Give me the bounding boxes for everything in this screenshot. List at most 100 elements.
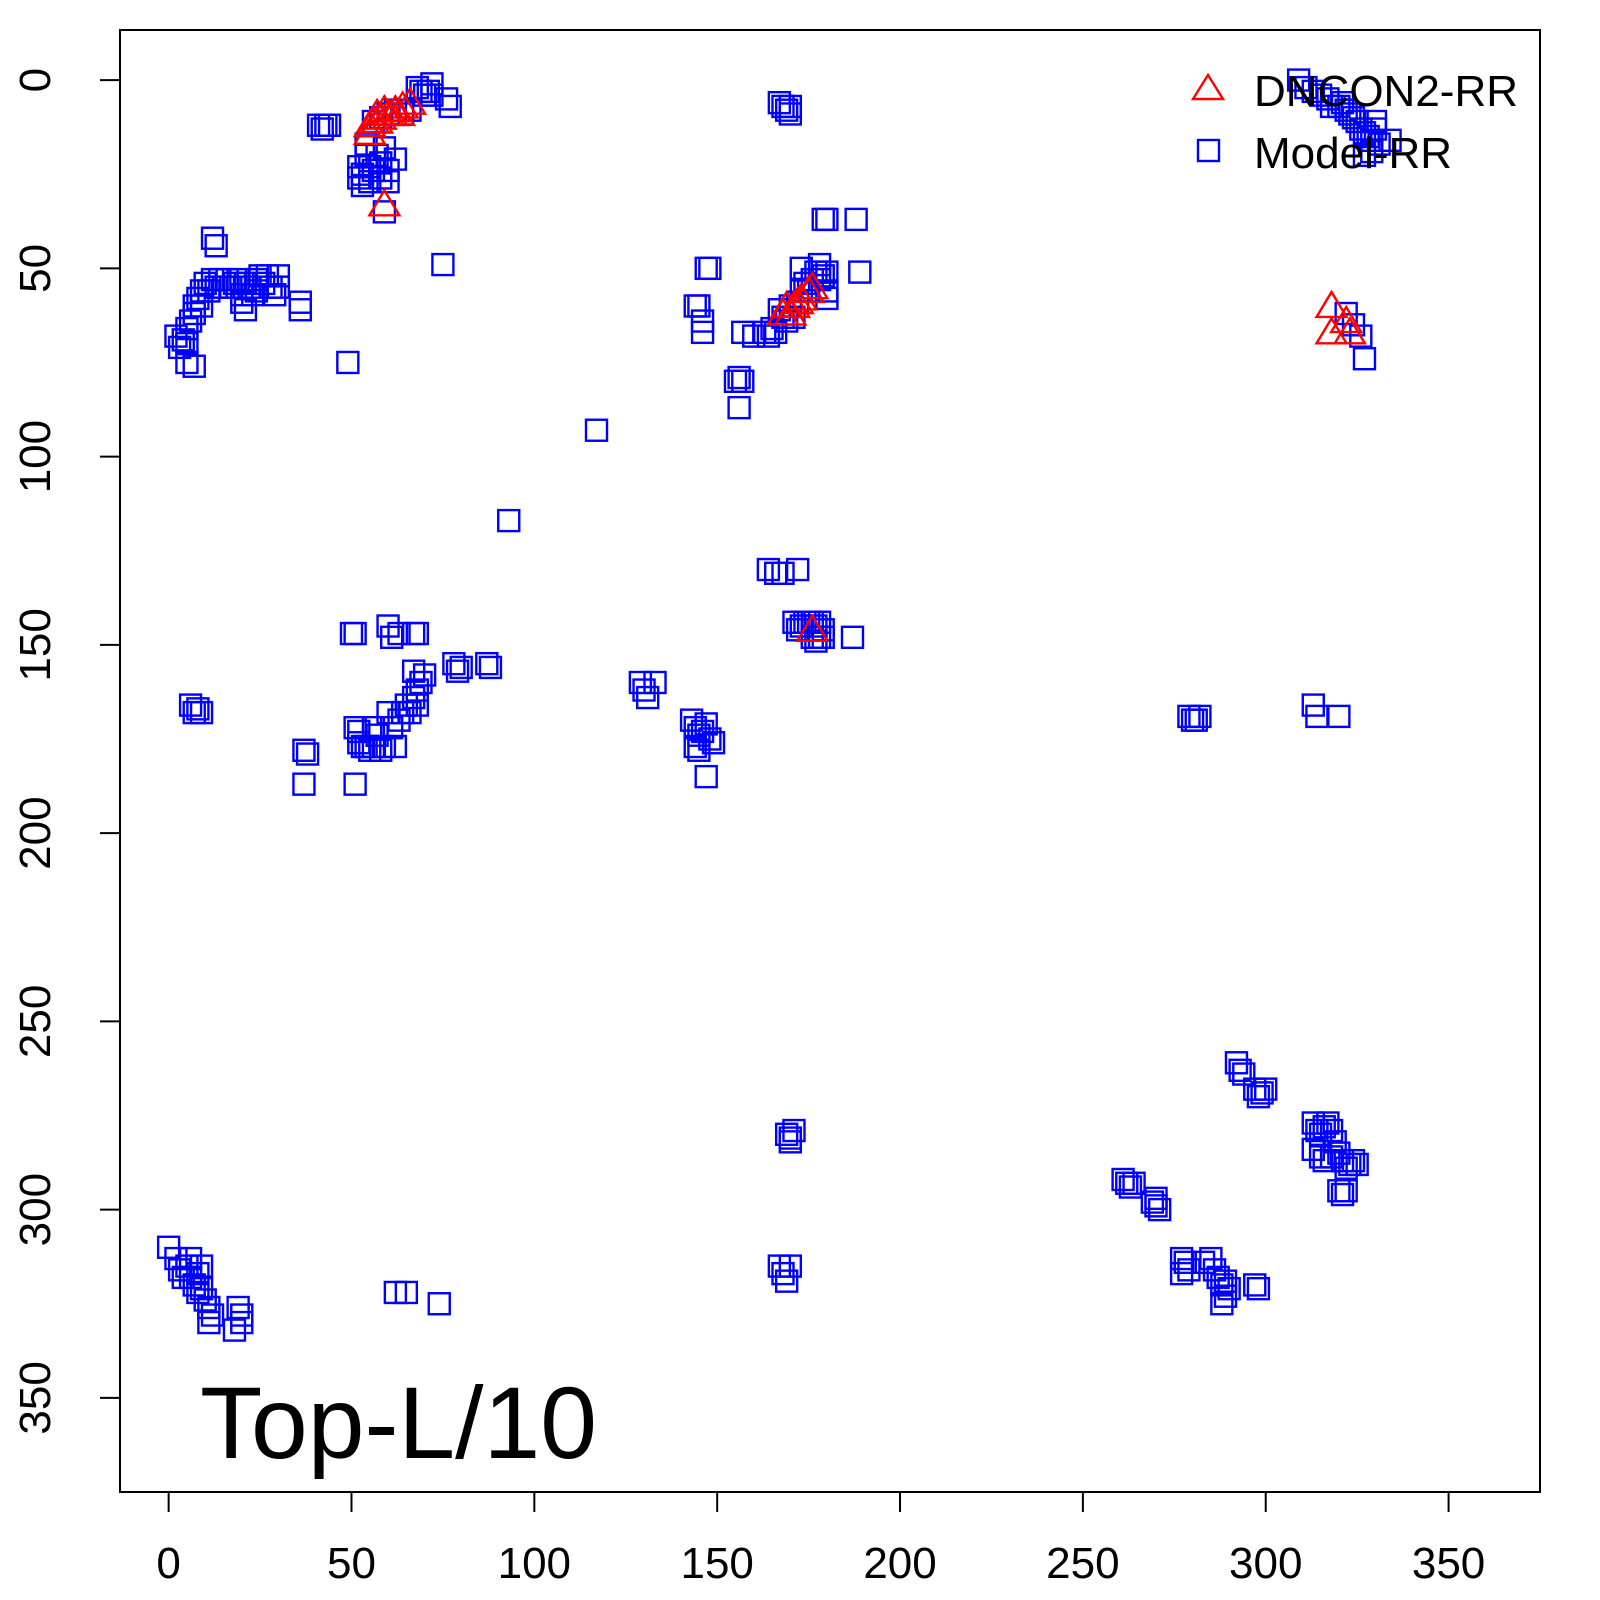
model-rr-point <box>204 234 228 258</box>
model-rr-point <box>694 712 718 736</box>
model-rr-point <box>1217 1276 1241 1301</box>
model-rr-point <box>1188 704 1212 729</box>
legend-item-dncon2-rr: DNCON2-RR <box>1190 67 1518 116</box>
model-rr-point <box>727 365 751 390</box>
model-rr-point <box>1349 324 1373 348</box>
model-rr-point <box>445 659 470 683</box>
model-rr-point <box>478 655 503 680</box>
model-rr-point <box>233 298 258 322</box>
model-rr-point <box>628 670 653 695</box>
model-rr-point <box>186 697 210 721</box>
model-rr-point <box>1378 128 1402 153</box>
model-rr-point <box>189 700 214 725</box>
model-rr-point <box>1184 708 1208 732</box>
model-rr-point <box>369 151 393 175</box>
model-rr-point <box>1140 1190 1165 1214</box>
y-tick-label: 0 <box>11 68 60 92</box>
model-rr-point <box>343 772 367 796</box>
model-rr-point <box>230 1310 254 1335</box>
model-rr-point <box>1345 1152 1369 1177</box>
model-rr-point <box>701 731 726 755</box>
x-tick-label: 250 <box>1046 1539 1119 1588</box>
model-rr-point <box>778 102 803 126</box>
x-tick-label: 50 <box>327 1539 376 1588</box>
model-rr-point <box>756 557 781 582</box>
model-rr-point <box>687 738 711 762</box>
model-rr-point <box>727 395 751 420</box>
model-rr-point <box>1213 1284 1238 1308</box>
model-rr-point <box>475 651 499 676</box>
model-rr-point <box>694 764 718 789</box>
model-rr-point <box>200 226 225 250</box>
model-rr-point <box>1144 1186 1168 1211</box>
model-rr-point <box>774 98 799 122</box>
legend-label-dncon2-rr: DNCON2-RR <box>1254 67 1518 116</box>
model-rr-point <box>778 1130 803 1154</box>
model-rr-point <box>1352 346 1377 371</box>
model-rr-point <box>167 335 192 360</box>
model-rr-point <box>785 557 810 582</box>
model-rr-point <box>1246 1276 1271 1301</box>
dncon2-rr-points <box>352 86 1367 642</box>
model-rr-point <box>698 256 722 281</box>
model-rr-point <box>636 685 660 710</box>
model-rr-point <box>687 294 711 318</box>
dncon2-rr-point <box>1332 316 1367 345</box>
model-rr-point <box>288 290 312 314</box>
model-rr-point <box>442 651 466 676</box>
model-rr-point <box>189 1254 214 1278</box>
model-rr-point <box>398 700 422 725</box>
model-rr-point <box>771 561 795 586</box>
dncon2-rr-point <box>367 187 402 217</box>
model-rr-point <box>789 256 813 281</box>
model-rr-point <box>405 693 430 717</box>
dncon2-rr-point <box>385 90 420 119</box>
model-rr-point <box>420 72 444 96</box>
model-rr-point <box>1122 1171 1146 1195</box>
model-rr-point <box>1327 704 1351 729</box>
y-tick-label: 300 <box>11 1173 60 1246</box>
model-rr-point <box>840 625 865 650</box>
model-rr-point <box>310 117 334 141</box>
y-tick-label: 50 <box>11 244 60 293</box>
model-rr-point <box>193 1288 217 1312</box>
model-rr-point <box>1118 1175 1143 1199</box>
dncon2-rr-point <box>1314 316 1349 345</box>
model-rr-point <box>288 298 312 322</box>
model-rr-point <box>431 252 455 277</box>
model-rr-point <box>1228 1058 1252 1083</box>
model-rr-point <box>690 320 715 345</box>
model-rr-point <box>197 1310 221 1335</box>
model-rr-point <box>1213 1269 1238 1293</box>
model-rr-point <box>1246 1084 1271 1109</box>
model-rr-point <box>226 1295 250 1320</box>
model-rr-point <box>1330 1182 1355 1207</box>
model-rr-point <box>369 738 393 762</box>
legend-label-model-rr: Model-RR <box>1254 129 1452 178</box>
x-tick-label: 350 <box>1412 1539 1485 1588</box>
model-rr-point <box>815 260 839 284</box>
legend-triangle-marker <box>1190 72 1226 101</box>
y-axis: 0 50 100 150 200 250 300 350 <box>11 68 121 1435</box>
model-rr-point <box>643 670 667 695</box>
model-rr-point <box>1341 1148 1366 1173</box>
legend: DNCON2-RR Model-RR <box>1190 67 1518 178</box>
model-rr-point <box>266 275 291 299</box>
plot-frame <box>119 29 1541 1493</box>
x-tick-label: 200 <box>863 1539 936 1588</box>
model-rr-point <box>175 350 199 375</box>
model-rr-point <box>182 354 206 378</box>
model-rr-point <box>1210 1292 1234 1316</box>
model-rr-point <box>394 1280 419 1305</box>
model-rr-point <box>811 625 835 650</box>
model-rr-point <box>376 170 400 194</box>
model-rr-point <box>405 678 430 702</box>
model-rr-point <box>774 1122 799 1147</box>
dncon2-rr-point <box>795 613 830 642</box>
model-rr-point <box>1352 143 1377 168</box>
model-rr-point <box>844 207 868 232</box>
model-rr-points <box>156 68 1402 1342</box>
model-rr-point <box>222 1318 247 1342</box>
model-rr-point <box>292 772 316 796</box>
dncon2-rr-point <box>784 282 819 311</box>
